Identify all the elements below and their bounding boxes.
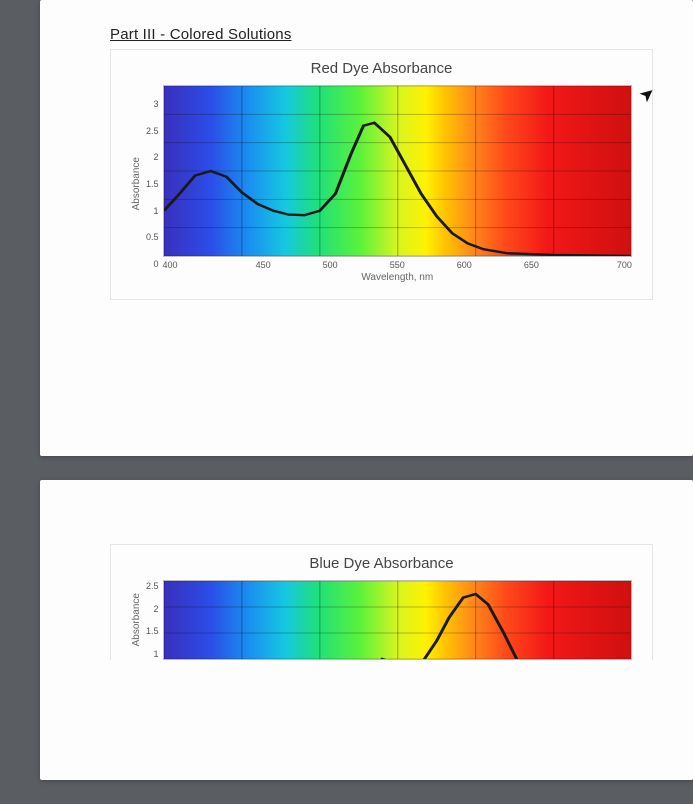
section-heading: Part III - Colored Solutions — [110, 26, 653, 43]
y-axis-ticks: 2.521.51 — [146, 581, 163, 659]
document-page-2: Blue Dye Absorbance Absorbance 2.521.51 — [40, 480, 693, 780]
y-axis-ticks: 32.521.510.50 — [146, 99, 163, 269]
y-axis-label: Absorbance — [131, 593, 142, 646]
x-axis-ticks: 400450500550600650700 — [163, 260, 632, 270]
plot-area — [163, 580, 632, 660]
x-axis-label: Wavelength, nm — [163, 272, 632, 283]
document-page-1: Part III - Colored Solutions Red Dye Abs… — [40, 0, 693, 456]
chart-red-dye: Red Dye Absorbance Absorbance 32.521.510… — [110, 49, 653, 300]
chart-title: Blue Dye Absorbance — [131, 555, 632, 572]
y-axis-label: Absorbance — [131, 157, 142, 210]
chart-title: Red Dye Absorbance — [131, 60, 632, 77]
chart-blue-dye: Blue Dye Absorbance Absorbance 2.521.51 — [110, 544, 653, 660]
plot-area — [163, 85, 632, 257]
